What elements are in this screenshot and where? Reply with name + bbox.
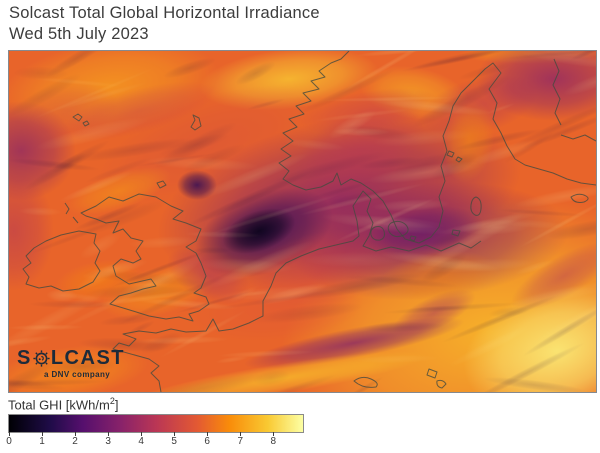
colorbar-tick-label: 2: [72, 436, 78, 447]
colorbar-tick-mark: [75, 432, 77, 436]
coastlines-overlay: [22, 51, 596, 392]
coastline-shetland-islands: [190, 114, 202, 131]
coastline-zealand-island: [387, 220, 409, 238]
coastline-gotland-island: [470, 196, 482, 216]
colorbar-tick-mark: [273, 432, 275, 436]
coastline-saaremaa-island: [570, 193, 589, 203]
coastline-hebrides-islands: [64, 202, 79, 224]
colorbar-gradient: [8, 414, 304, 433]
colorbar-tick-mark: [42, 432, 44, 436]
colorbar-tick-label: 7: [237, 436, 243, 447]
coastline-alpine-lakes: [353, 368, 447, 389]
page-header: Solcast Total Global Horizontal Irradian…: [9, 3, 320, 45]
coastline-orkney-islands: [156, 180, 167, 189]
coastline-ireland: [22, 230, 101, 292]
coastline-estonia-coast: [560, 134, 596, 142]
colorbar-tick-mark: [207, 432, 209, 436]
colorbar-tick-label: 5: [171, 436, 177, 447]
logo-subtitle: a DNV company: [44, 370, 111, 379]
colorbar-tick-mark: [9, 432, 10, 436]
colorbar-tick-label: 6: [204, 436, 210, 447]
solcast-logo-wordmark: S LCA: [17, 347, 125, 369]
coastline-scandinavia-norway-sweden-finland: [278, 51, 596, 244]
colorbar-tick-label: 8: [270, 436, 277, 447]
colorbar-tick-mark: [108, 432, 110, 436]
coastline-bornholm-island: [451, 229, 461, 237]
coastline-faroe-islands: [72, 113, 90, 127]
colorbar-tick-label: 4: [138, 436, 144, 447]
colorbar-label-superscript: 2: [109, 396, 115, 406]
colorbar-tick-mark: [240, 432, 242, 436]
irradiance-heatmap-canvas: [9, 51, 596, 392]
colorbar-label-prefix: Total GHI [kWh/m: [8, 397, 110, 413]
irradiance-map: S LCA: [8, 50, 597, 393]
colorbar-tick-label: 3: [105, 436, 111, 447]
solcast-logo: S LCA: [17, 347, 125, 379]
page-subtitle-date: Wed 5th July 2023: [9, 25, 149, 43]
logo-text-end: LCAST: [50, 347, 126, 369]
sun-icon: [33, 349, 50, 367]
coastline-denmark-jutland-baltic-coast: [352, 190, 482, 252]
coastline-small-baltic-island: [409, 235, 417, 242]
colorbar-tick-label: 1: [39, 436, 45, 447]
coastline-finland-east-coast: [552, 58, 562, 126]
coastline-france-netherlands-germany: [112, 220, 360, 392]
colorbar-label-suffix: ]: [114, 397, 119, 413]
coastline-aland-islands: [446, 150, 463, 163]
colorbar-label: Total GHI [kWh/m2]: [8, 396, 119, 412]
page-title: Solcast Total Global Horizontal Irradian…: [9, 4, 320, 22]
coastline-funen-island: [370, 226, 385, 241]
colorbar-tick-mark: [174, 432, 176, 436]
colorbar-tick-mark: [141, 432, 143, 436]
colorbar-tick-label: 0: [6, 436, 12, 447]
coastline-great-britain: [80, 193, 210, 322]
colorbar-ticks: 0 1 2 3 4 5 6 7 8: [6, 432, 303, 448]
logo-text-start: S: [17, 347, 32, 369]
